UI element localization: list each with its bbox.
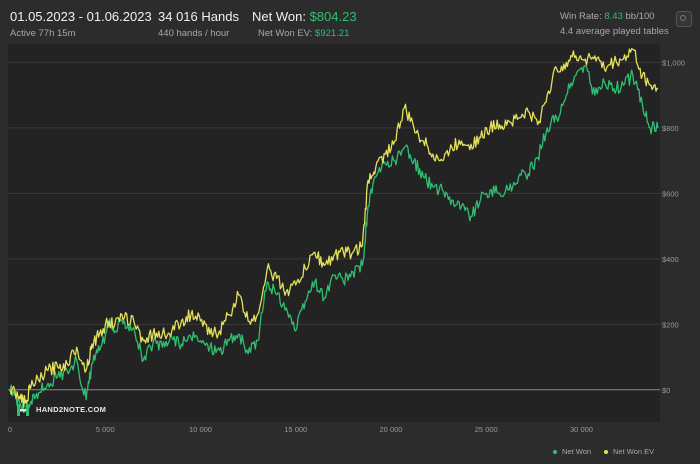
y-tick-label: $200 [662, 320, 679, 329]
net-won-ev-label: Net Won EV: [258, 28, 313, 39]
stats-header: 01.05.2023 - 01.06.2023 Active 77h 15m 3… [0, 0, 700, 44]
y-tick-label: $400 [662, 255, 679, 264]
y-tick-label: $1,000 [662, 58, 685, 67]
win-rate: Win Rate: 8.43 bb/100 [560, 11, 669, 22]
legend-net-won-ev-swatch [604, 450, 608, 455]
x-tick-label: 25 000 [475, 425, 498, 434]
win-rate-block: Win Rate: 8.43 bb/100 4.4 average played… [560, 11, 669, 37]
net-won-ev: Net Won EV: $921.21 [252, 28, 357, 39]
hands-block: 34 016 Hands 440 hands / hour [158, 9, 239, 39]
legend-net-won-ev-label: Net Won EV [613, 447, 655, 456]
y-tick-label: $600 [662, 189, 679, 198]
legend-net-won-ev[interactable]: Net Won EV [604, 447, 654, 456]
net-won-ev-value: $921.21 [315, 28, 350, 39]
net-won-value: $804.23 [309, 9, 357, 24]
x-tick-label: 20 000 [380, 425, 403, 434]
win-rate-unit: bb/100 [625, 11, 655, 22]
win-rate-label: Win Rate: [560, 11, 602, 22]
legend-net-won-label: Net Won [562, 447, 592, 456]
date-block: 01.05.2023 - 01.06.2023 Active 77h 15m [10, 9, 152, 39]
x-tick-label: 15 000 [284, 425, 307, 434]
series-lines [9, 48, 659, 414]
legend-net-won[interactable]: Net Won [553, 447, 591, 456]
active-time: Active 77h 15m [10, 28, 76, 39]
plot-area [8, 44, 660, 422]
x-tick-label: 0 [8, 425, 12, 434]
net-won-label: Net Won: [252, 9, 306, 24]
y-tick-label: $0 [662, 386, 670, 395]
series-line-1 [9, 48, 659, 408]
net-won-block: Net Won: $804.23 Net Won EV: $921.21 [252, 9, 357, 39]
date-range: 01.05.2023 - 01.06.2023 [10, 9, 152, 24]
hands-per-hour: 440 hands / hour [158, 28, 230, 39]
logo-text: HAND2NOTE.COM [36, 405, 107, 414]
y-tick-labels: $0 $200 $400 $600 $800 $1,000 [662, 58, 685, 394]
x-tick-label: 30 000 [570, 425, 593, 434]
x-tick-label: 5 000 [96, 425, 115, 434]
settings-gear-icon[interactable] [676, 11, 692, 27]
x-tick-labels: 0 5 000 10 000 15 000 20 000 25 000 30 000 [8, 425, 593, 434]
h2n-logo-icon [17, 404, 29, 416]
x-tick-label: 10 000 [189, 425, 212, 434]
series-line-0 [9, 64, 659, 414]
grid-lines [8, 61, 660, 391]
net-won: Net Won: $804.23 [252, 9, 357, 24]
hands-count: 34 016 Hands [158, 9, 239, 24]
y-tick-label: $800 [662, 124, 679, 133]
legend-net-won-swatch [553, 450, 557, 455]
avg-tables: 4.4 average played tables [560, 26, 669, 37]
win-rate-value: 8.43 [604, 11, 623, 22]
